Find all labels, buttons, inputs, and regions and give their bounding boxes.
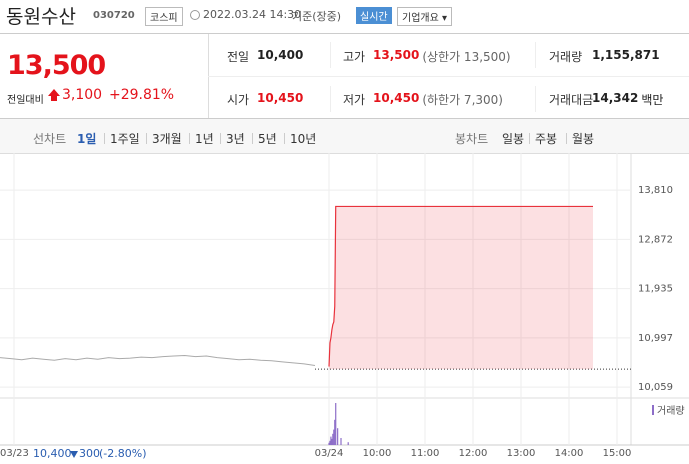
- volume-bar: [333, 429, 335, 445]
- period-tab[interactable]: 5년: [258, 132, 277, 146]
- tab-divider: [146, 133, 147, 144]
- stat-value: 1,155,871: [592, 48, 660, 62]
- x-tick-label: 14:00: [555, 448, 584, 459]
- tab-divider: [220, 133, 221, 144]
- tab-bar: [0, 118, 689, 154]
- stat-value: 10,450: [373, 91, 420, 105]
- x-tick-label: 11:00: [411, 448, 440, 459]
- tab-divider: [284, 133, 285, 144]
- stat-label: 시가: [227, 93, 250, 107]
- up-arrow: [48, 89, 60, 96]
- legend-label: 거래량: [657, 405, 685, 417]
- overview-label: 기업개요: [402, 13, 439, 24]
- period-tab[interactable]: 1일: [77, 132, 97, 146]
- stat-value: 10,450: [257, 91, 304, 105]
- volume-bar: [332, 433, 334, 445]
- divider: [330, 86, 331, 112]
- tab-label: 선차트: [33, 132, 67, 146]
- stat-label: 거래대금: [549, 93, 594, 107]
- today-line: [328, 205, 593, 367]
- stat-value: 14,342: [592, 91, 639, 105]
- divider: [208, 76, 689, 77]
- period-tab[interactable]: 3년: [226, 132, 245, 146]
- footer-rate: (-2.80%): [99, 447, 147, 460]
- stat-note: (하한가 7,300): [422, 93, 503, 107]
- candle-tab[interactable]: 일봉: [502, 132, 525, 146]
- divider: [0, 33, 689, 34]
- stat-note: (상한가 13,500): [422, 50, 511, 64]
- x-tick-label: 13:00: [507, 448, 536, 459]
- x-tick-label: 15:00: [603, 448, 632, 459]
- volume-bar: [328, 442, 330, 445]
- change-value: 3,100: [62, 87, 103, 103]
- stock-code: 030720: [93, 10, 135, 21]
- y-tick-label: 10,997: [638, 333, 673, 344]
- price-chart: 13,810 12,872 11,935 10,997 10,059 03/24 10:00…: [0, 153, 689, 459]
- tab-divider: [566, 133, 567, 144]
- tab-divider: [104, 133, 105, 144]
- volume-bar: [331, 438, 333, 445]
- divider: [330, 42, 331, 68]
- tab-divider: [189, 133, 190, 144]
- down-arrow: [70, 451, 78, 458]
- tab-label: 봉차트: [455, 132, 489, 146]
- stat-label: 고가: [343, 50, 366, 64]
- volume-bar: [334, 419, 336, 445]
- stat-value: 13,500: [373, 48, 420, 62]
- volume-bar: [329, 440, 331, 445]
- x-tick-label: 03/23: [0, 448, 29, 459]
- stat-label: 전일: [227, 50, 250, 64]
- period-tab[interactable]: 1년: [195, 132, 214, 146]
- realtime-button[interactable]: 실시간: [356, 7, 392, 24]
- y-tick-label: 10,059: [638, 382, 673, 393]
- clock-icon: [190, 10, 200, 20]
- x-tick-label: 10:00: [363, 448, 392, 459]
- period-tab[interactable]: 10년: [290, 132, 317, 146]
- y-tick-label: 11,935: [638, 284, 673, 295]
- footer-change: 300: [79, 447, 100, 460]
- x-tick-label: 03/24: [315, 448, 344, 459]
- legend-swatch: [652, 405, 654, 415]
- quote-basis: 기준(장중): [292, 10, 342, 23]
- volume-bar: [347, 442, 349, 445]
- change-label: 전일대비: [7, 95, 44, 106]
- stat-note: 백만: [641, 93, 664, 107]
- previous-day-line: [0, 355, 316, 366]
- tab-divider: [529, 133, 530, 144]
- current-price: 13,500: [7, 50, 106, 81]
- stat-label: 거래량: [549, 50, 583, 64]
- stat-label: 저가: [343, 93, 366, 107]
- today-area: [329, 206, 593, 370]
- period-tab[interactable]: 3개월: [152, 132, 182, 146]
- change-rate: +29.81%: [109, 87, 175, 103]
- candle-tab[interactable]: 주봉: [535, 132, 558, 146]
- footer-close: 10,400: [33, 447, 72, 460]
- volume-bar: [330, 436, 332, 445]
- volume-bar: [340, 438, 342, 445]
- y-tick-label: 13,810: [638, 185, 673, 196]
- up-arrow-stem: [51, 96, 57, 101]
- divider: [535, 86, 536, 112]
- period-tab[interactable]: 1주일: [110, 132, 140, 146]
- market-badge: 코스피: [145, 7, 183, 26]
- tab-divider: [252, 133, 253, 144]
- stock-name: 동원수산: [6, 6, 76, 28]
- volume-bar: [337, 428, 339, 445]
- x-tick-label: 12:00: [459, 448, 488, 459]
- candle-tab[interactable]: 월봉: [572, 132, 595, 146]
- quote-time: 2022.03.24 14:30: [203, 8, 302, 21]
- stat-value: 10,400: [257, 48, 304, 62]
- divider: [535, 42, 536, 68]
- volume-bar: [335, 403, 337, 445]
- y-tick-label: 12,872: [638, 234, 673, 245]
- overview-button[interactable]: 기업개요 ▾: [397, 7, 453, 26]
